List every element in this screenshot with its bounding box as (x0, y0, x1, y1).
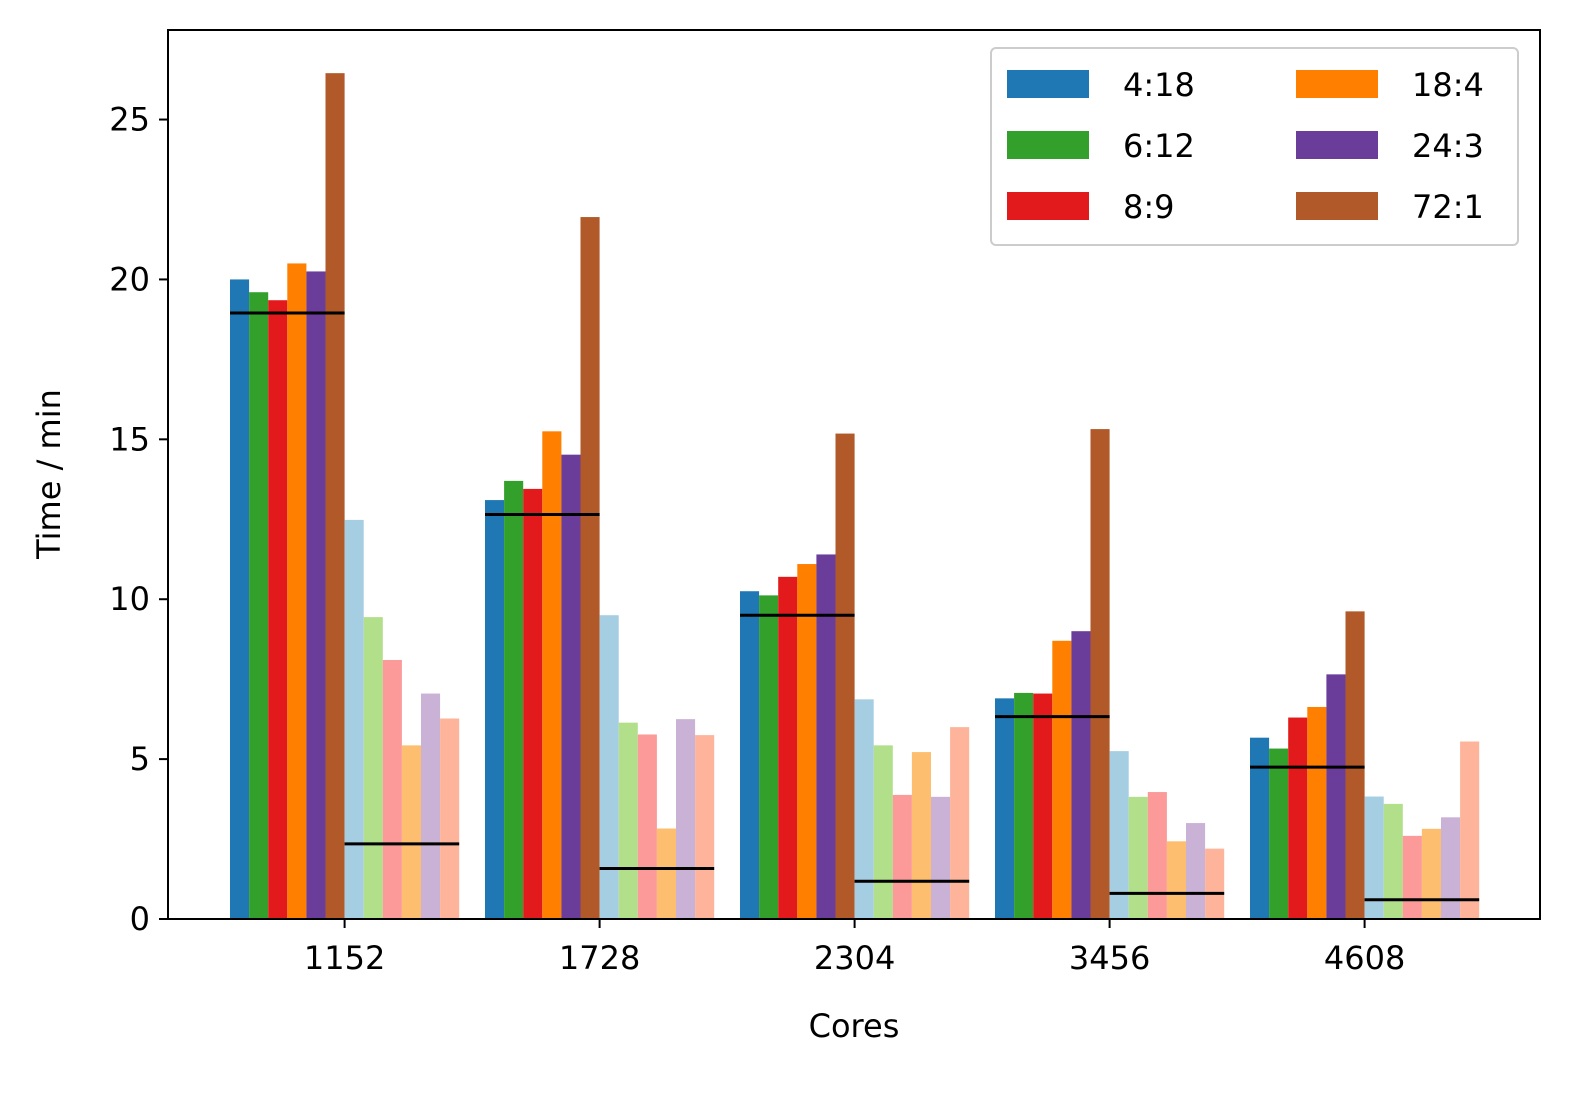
legend-swatch (1007, 70, 1089, 98)
y-axis-label: Time / min (30, 389, 68, 560)
bar (797, 564, 817, 919)
bar (249, 292, 269, 920)
bars-layer (230, 73, 1480, 920)
bar (1288, 717, 1308, 919)
x-axis-label: Cores (809, 1007, 900, 1045)
bar (1033, 693, 1053, 919)
bar (1090, 429, 1110, 919)
y-tick-label: 15 (109, 420, 150, 458)
y-tick-label: 10 (109, 580, 150, 618)
bar (676, 719, 696, 919)
bar (950, 727, 970, 919)
bar (637, 734, 657, 919)
bar (1326, 674, 1346, 919)
y-tick-label: 5 (130, 740, 150, 778)
bar (931, 796, 951, 919)
legend-label: 72:1 (1412, 188, 1484, 226)
bar (892, 794, 912, 919)
legend-label: 4:18 (1123, 66, 1195, 104)
y-tick-label: 0 (130, 900, 150, 938)
bar (287, 263, 307, 919)
bar (325, 73, 345, 920)
bar (1205, 848, 1225, 919)
x-tick-label: 1728 (559, 939, 640, 977)
bar (421, 693, 441, 919)
bar (599, 615, 619, 919)
y-tick-label: 25 (109, 101, 150, 139)
bar (542, 431, 562, 919)
bar (1147, 792, 1167, 919)
legend-swatch (1296, 192, 1378, 220)
x-tick-label: 1152 (304, 939, 385, 977)
bar (1269, 748, 1289, 919)
bar (440, 718, 460, 919)
legend-swatch (1296, 131, 1378, 159)
legend-swatch (1007, 131, 1089, 159)
bar (1166, 841, 1186, 919)
bar (344, 519, 364, 919)
bar (1250, 737, 1270, 919)
x-tick-label: 3456 (1069, 939, 1150, 977)
bar (911, 752, 931, 919)
bar (306, 271, 326, 919)
bar (401, 745, 421, 919)
bar (1441, 817, 1461, 919)
bar (695, 735, 715, 919)
bar (656, 828, 676, 919)
bar (1460, 741, 1480, 919)
y-tick-label: 20 (109, 260, 150, 298)
bar (363, 617, 383, 919)
bar (580, 217, 600, 919)
bar (1071, 631, 1091, 919)
bar (995, 698, 1015, 919)
bar (778, 576, 798, 919)
legend-label: 18:4 (1412, 66, 1484, 104)
bar (1383, 803, 1403, 919)
bar (268, 300, 288, 920)
bar (504, 480, 524, 919)
bar (1014, 692, 1034, 919)
bar (816, 554, 836, 919)
y-axis: 0 5 10 15 20 25 (109, 101, 168, 938)
x-tick-label: 2304 (814, 939, 895, 977)
bar (618, 722, 638, 919)
legend-swatch (1007, 192, 1089, 220)
legend: 4:18 6:12 8:9 18:4 24:3 72:1 (990, 47, 1519, 246)
legend-label: 24:3 (1412, 127, 1484, 165)
legend-box (990, 47, 1519, 246)
bar (1109, 751, 1129, 919)
bar (1421, 828, 1441, 919)
legend-label: 8:9 (1123, 188, 1175, 226)
bar (382, 659, 402, 919)
bar (485, 500, 505, 919)
x-axis: 1152 1728 2304 3456 4608 (304, 919, 1405, 977)
bar (523, 488, 543, 919)
bar (1052, 640, 1072, 919)
bar (759, 595, 779, 919)
bar (854, 699, 874, 919)
bar (1364, 796, 1384, 919)
bar (740, 591, 760, 919)
bar (873, 745, 893, 919)
bar (835, 433, 855, 919)
legend-label: 6:12 (1123, 127, 1195, 165)
bar (1345, 611, 1365, 919)
bar (230, 279, 250, 919)
legend-swatch (1296, 70, 1378, 98)
bar (1307, 706, 1327, 919)
bar (1128, 796, 1148, 919)
reference-lines-layer (230, 311, 1480, 902)
bar (561, 454, 581, 919)
x-tick-label: 4608 (1324, 939, 1405, 977)
bar (1402, 835, 1422, 919)
bar (1186, 823, 1206, 919)
